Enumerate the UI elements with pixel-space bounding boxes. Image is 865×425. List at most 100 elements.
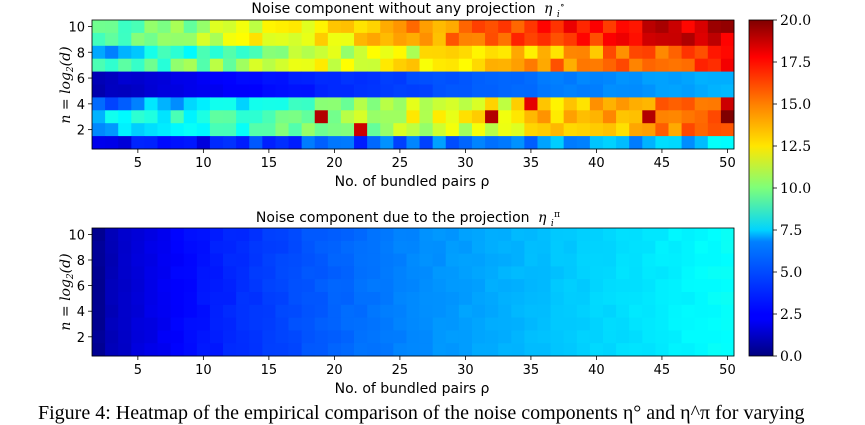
heatmap-cell bbox=[511, 317, 525, 331]
heatmap-cell bbox=[537, 253, 551, 267]
heatmap-cell bbox=[681, 292, 696, 306]
heatmap-cell bbox=[471, 292, 486, 306]
heatmap-cell bbox=[327, 330, 342, 344]
heatmap-cell bbox=[393, 32, 407, 47]
heatmap-cell bbox=[432, 317, 447, 331]
heatmap-cell bbox=[707, 123, 722, 137]
heatmap-cell bbox=[196, 97, 211, 111]
heatmap-cell bbox=[92, 304, 106, 318]
heatmap-cell bbox=[262, 20, 276, 34]
heatmap-cell bbox=[301, 317, 316, 331]
heatmap-cell bbox=[393, 279, 407, 293]
heatmap-cell bbox=[209, 330, 224, 344]
heatmap-cell bbox=[380, 253, 394, 267]
heatmap-cell bbox=[196, 84, 211, 98]
heatmap-cell bbox=[92, 343, 106, 357]
heatmap-cell bbox=[183, 71, 198, 85]
heatmap-cell bbox=[131, 228, 145, 242]
heatmap-cell bbox=[275, 32, 289, 47]
heatmap-cell bbox=[681, 58, 696, 72]
heatmap-cell bbox=[340, 20, 355, 34]
heatmap-cell bbox=[340, 58, 355, 72]
heatmap-cell bbox=[655, 110, 669, 124]
heatmap-cell bbox=[602, 20, 617, 34]
heatmap-cell bbox=[262, 71, 276, 85]
y-tick-label: 6 bbox=[77, 72, 85, 87]
heatmap-cell bbox=[406, 240, 420, 254]
heatmap-cell bbox=[642, 240, 656, 254]
heatmap-cell bbox=[275, 240, 289, 254]
heatmap-cell bbox=[131, 304, 145, 318]
heatmap-cell bbox=[629, 292, 643, 306]
heatmap-cell bbox=[511, 304, 525, 318]
top-x-axis: 5 10 15 20 25 30 35 40 45 50 bbox=[134, 149, 736, 171]
heatmap-cell bbox=[537, 304, 551, 318]
heatmap-cell bbox=[92, 266, 106, 280]
heatmap-cell bbox=[170, 304, 185, 318]
heatmap-cell bbox=[340, 317, 355, 331]
heatmap-cell bbox=[275, 71, 289, 85]
heatmap-cell bbox=[563, 292, 578, 306]
heatmap-cell bbox=[445, 330, 460, 344]
heatmap-cell bbox=[196, 330, 211, 344]
heatmap-cell bbox=[183, 32, 198, 47]
heatmap-cell bbox=[589, 228, 604, 242]
heatmap-cell bbox=[327, 304, 342, 318]
heatmap-cell bbox=[707, 45, 722, 60]
heatmap-cell bbox=[157, 317, 172, 331]
heatmap-cell bbox=[288, 58, 303, 72]
heatmap-cell bbox=[642, 32, 656, 47]
heatmap-cell bbox=[380, 136, 394, 150]
heatmap-cell bbox=[642, 330, 656, 344]
heatmap-cell bbox=[170, 136, 185, 150]
heatmap-cell bbox=[327, 32, 342, 47]
heatmap-cell bbox=[249, 84, 263, 98]
heatmap-cell bbox=[367, 330, 381, 344]
heatmap-cell bbox=[445, 123, 460, 137]
heatmap-cell bbox=[707, 110, 722, 124]
heatmap-cell bbox=[694, 330, 709, 344]
heatmap-cell bbox=[629, 20, 643, 34]
heatmap-cell bbox=[183, 97, 198, 111]
heatmap-cell bbox=[681, 32, 696, 47]
heatmap-cell bbox=[380, 84, 394, 98]
heatmap-cell bbox=[223, 253, 237, 267]
colorbar-tick-label: 12.5 bbox=[780, 139, 811, 155]
heatmap-cell bbox=[694, 123, 709, 137]
colorbar-tick-label: 0.0 bbox=[780, 349, 802, 365]
heatmap-cell bbox=[249, 343, 263, 357]
heatmap-cell bbox=[367, 228, 381, 242]
heatmap-cell bbox=[262, 136, 276, 150]
heatmap-cell bbox=[419, 292, 434, 306]
heatmap-cell bbox=[602, 253, 617, 267]
heatmap-cell bbox=[537, 32, 551, 47]
heatmap-cell bbox=[707, 228, 722, 242]
heatmap-cell bbox=[131, 240, 145, 254]
heatmap-cell bbox=[249, 110, 263, 124]
heatmap-cell bbox=[393, 292, 407, 306]
heatmap-cell bbox=[196, 304, 211, 318]
heatmap-cell bbox=[419, 71, 434, 85]
heatmap-cell bbox=[131, 123, 145, 137]
heatmap-cell bbox=[537, 240, 551, 254]
heatmap-cell bbox=[563, 32, 578, 47]
x-tick-label: 15 bbox=[261, 156, 278, 171]
heatmap-cell bbox=[432, 292, 447, 306]
heatmap-cell bbox=[236, 343, 250, 357]
heatmap-cell bbox=[432, 279, 447, 293]
y-tick-label: 10 bbox=[68, 20, 85, 35]
heatmap-cell bbox=[524, 253, 538, 267]
heatmap-cell bbox=[223, 123, 237, 137]
heatmap-cell bbox=[589, 292, 604, 306]
heatmap-cell bbox=[511, 45, 525, 60]
heatmap-cell bbox=[92, 136, 106, 150]
heatmap-cell bbox=[183, 58, 198, 72]
heatmap-cell bbox=[655, 84, 669, 98]
heatmap-cell bbox=[655, 266, 669, 280]
heatmap-cell bbox=[589, 279, 604, 293]
heatmap-cell bbox=[105, 32, 119, 47]
heatmap-cell bbox=[419, 343, 434, 357]
heatmap-cell bbox=[157, 110, 172, 124]
heatmap-cell bbox=[118, 71, 132, 85]
heatmap-cell bbox=[144, 45, 158, 60]
